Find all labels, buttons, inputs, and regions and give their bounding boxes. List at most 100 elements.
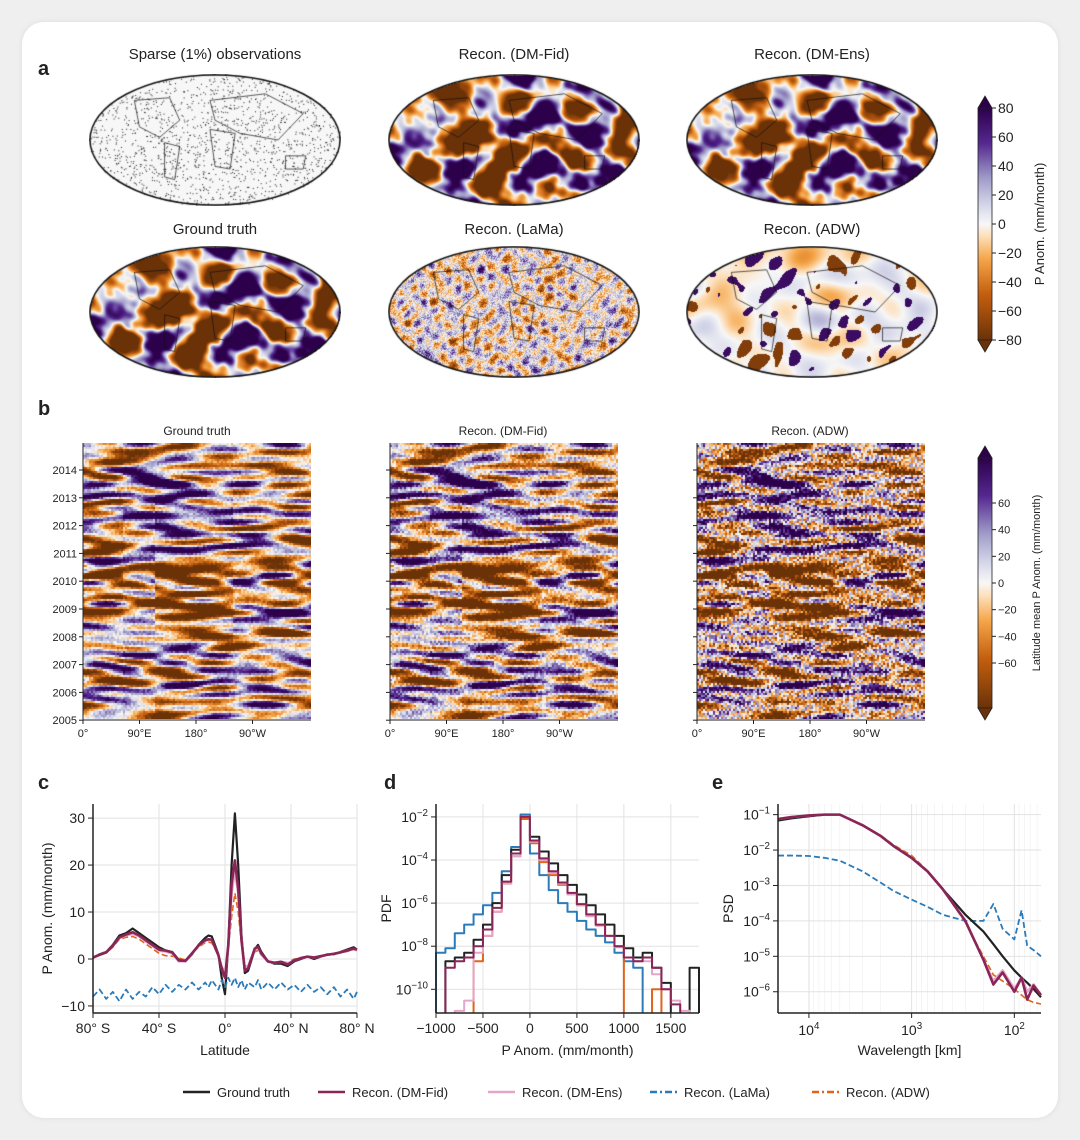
colorbar-b-tick-label: −40 xyxy=(998,631,1017,643)
hovmoller-lon-label: 0° xyxy=(692,728,703,740)
chart-e-x-tick-label: 104 xyxy=(798,1021,820,1038)
chart-d-y-tick-label: 10−6 xyxy=(401,894,428,911)
chart-d-x-tick-label: −1000 xyxy=(416,1020,456,1036)
hovmoller-lon-label: 180° xyxy=(799,728,822,740)
hovmoller-ground-truth xyxy=(83,443,311,719)
colorbar-b-tick-label: −60 xyxy=(998,658,1017,670)
chart-d-x-tick-label: 1500 xyxy=(655,1020,686,1036)
hov-title-ground-truth: Ground truth xyxy=(163,424,231,438)
chart-d-series-recon-adw xyxy=(472,818,663,1013)
hovmoller-dm-fid xyxy=(390,443,618,719)
map-title-dm-fid: Recon. (DM-Fid) xyxy=(458,46,570,63)
colorbar-b-extend-min-arrow xyxy=(977,707,993,721)
chart-d-series-recon-dm-ens xyxy=(453,815,691,1013)
colorbar-b-tick-label: 40 xyxy=(998,525,1010,537)
colorbar-a-extend-max-arrow xyxy=(977,95,993,109)
colorbar-a-tick-label: 60 xyxy=(998,129,1014,145)
colorbar-b-extend-max-arrow xyxy=(977,445,993,459)
chart-c-y-tick-label: 0 xyxy=(77,951,85,967)
chart-c-series-recon-lama xyxy=(92,976,358,1003)
chart-d-x-tick-label: 0 xyxy=(526,1020,534,1036)
chart-c-xlabel: Latitude xyxy=(200,1042,250,1058)
hovmoller-year-label: 2013 xyxy=(53,493,77,505)
map-dm-ens xyxy=(686,74,938,206)
hovmoller-lon-label: 90°E xyxy=(742,728,766,740)
legend-label-4: Recon. (ADW) xyxy=(846,1085,930,1100)
chart-c-x-tick-label: 80° S xyxy=(76,1020,110,1036)
colorbar-a-tick-label: −40 xyxy=(998,274,1022,290)
hov-title-adw: Recon. (ADW) xyxy=(771,424,849,438)
colorbar-a-tick-label: 80 xyxy=(998,100,1014,116)
chart-c-ylabel: P Anom. (mm/month) xyxy=(39,842,55,974)
hovmoller-lon-label: 180° xyxy=(185,728,208,740)
chart-d-y-tick-label: 10−8 xyxy=(401,937,428,954)
hovmoller-year-label: 2012 xyxy=(53,521,77,533)
colorbar-a-tick-label: −20 xyxy=(998,245,1022,261)
hovmoller-lon-label: 90°W xyxy=(239,728,267,740)
hovmoller-year-label: 2010 xyxy=(53,576,77,588)
panel-label-a: a xyxy=(38,58,50,80)
hovmoller-lon-label: 90°E xyxy=(435,728,459,740)
chart-d-series-recon-lama xyxy=(435,813,644,1013)
colorbar-b-tick-label: 60 xyxy=(998,498,1010,510)
chart-c-y-tick-label: 10 xyxy=(69,904,85,920)
chart-c-y-tick-label: 30 xyxy=(69,810,85,826)
chart-d-xlabel: P Anom. (mm/month) xyxy=(501,1042,633,1058)
hovmoller-lon-label: 90°E xyxy=(128,728,152,740)
hovmoller-year-label: 2006 xyxy=(53,687,77,699)
chart-c-x-tick-label: 80° N xyxy=(339,1020,374,1036)
map-lama xyxy=(388,246,640,378)
map-ground-truth xyxy=(89,246,341,378)
chart-d-x-tick-label: −500 xyxy=(467,1020,499,1036)
hovmoller-year-label: 2005 xyxy=(53,715,77,727)
hovmoller-year-label: 2009 xyxy=(53,604,77,616)
hovmoller-year-label: 2014 xyxy=(53,465,77,477)
colorbar-b-label: Latitude mean P Anom. (mm/month) xyxy=(1031,495,1043,672)
chart-e-x-tick-label: 103 xyxy=(901,1021,923,1038)
hovmoller-lon-label: 180° xyxy=(492,728,515,740)
colorbar-a-bar xyxy=(977,107,993,341)
colorbar-b-tick-label: 20 xyxy=(998,551,1010,563)
legend-label-1: Recon. (DM-Fid) xyxy=(352,1085,448,1100)
map-dm-fid xyxy=(388,74,640,206)
panel-label-e: e xyxy=(712,772,724,794)
colorbar-a-tick-label: 40 xyxy=(998,158,1014,174)
chart-c-y-tick-label: 20 xyxy=(69,857,85,873)
legend-label-3: Recon. (LaMa) xyxy=(684,1085,770,1100)
chart-e-y-tick-label: 10−6 xyxy=(743,983,770,1000)
chart-e-series-recon-dm-ens xyxy=(777,813,1043,996)
hovmoller-lon-label: 90°W xyxy=(546,728,574,740)
colorbar-a-label: P Anom. (mm/month) xyxy=(1032,163,1047,286)
hovmoller-lon-label: 0° xyxy=(78,728,89,740)
colorbar-a-tick-label: 20 xyxy=(998,187,1014,203)
chart-c-x-tick-label: 40° N xyxy=(273,1020,308,1036)
hov-title-dm-fid: Recon. (DM-Fid) xyxy=(458,424,548,438)
chart-d-x-tick-label: 500 xyxy=(565,1020,589,1036)
chart-d-y-tick-label: 10−10 xyxy=(396,980,429,997)
colorbar-b-bar xyxy=(977,457,993,709)
chart-e-series-recon-lama xyxy=(778,854,1042,958)
chart-c-y-tick-label: −10 xyxy=(61,998,85,1014)
colorbar-a-tick-label: 0 xyxy=(998,216,1006,232)
map-title-ground-truth: Ground truth xyxy=(172,221,258,238)
hovmoller-adw xyxy=(697,443,925,719)
panel-label-b: b xyxy=(38,398,51,420)
chart-e-y-tick-label: 10−2 xyxy=(743,841,770,858)
chart-e-y-tick-label: 10−3 xyxy=(743,876,770,893)
chart-e-y-tick-label: 10−5 xyxy=(743,947,770,964)
chart-d-y-tick-label: 10−4 xyxy=(401,851,428,868)
chart-e-y-tick-label: 10−4 xyxy=(743,912,770,929)
map-title-sparse: Sparse (1%) observations xyxy=(128,46,302,63)
colorbar-a-extend-min-arrow xyxy=(977,339,993,353)
chart-e-x-tick-label: 102 xyxy=(1004,1021,1025,1038)
colorbar-a-tick-label: −80 xyxy=(998,332,1022,348)
chart-c-x-tick-label: 40° S xyxy=(142,1020,176,1036)
chart-d-ylabel: PDF xyxy=(378,895,394,923)
colorbar-b-tick-label: −20 xyxy=(998,605,1017,617)
panel-label-d: d xyxy=(384,772,397,794)
chart-e-ylabel: PSD xyxy=(720,894,736,923)
chart-d-series-recon-dm-fid xyxy=(444,815,682,1013)
legend-label-2: Recon. (DM-Ens) xyxy=(522,1085,622,1100)
panel-label-c: c xyxy=(38,772,50,794)
